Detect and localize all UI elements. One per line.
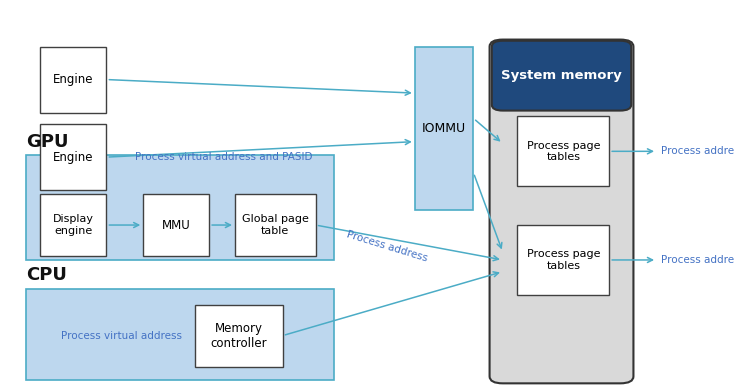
Text: Engine: Engine bbox=[53, 151, 94, 164]
Text: Process address: Process address bbox=[661, 255, 734, 265]
Bar bbox=[517, 116, 609, 186]
Bar bbox=[415, 47, 473, 210]
Text: CPU: CPU bbox=[26, 267, 67, 284]
Text: Process address: Process address bbox=[345, 229, 429, 263]
Bar bbox=[504, 47, 619, 105]
Text: MMU: MMU bbox=[161, 218, 191, 232]
Text: Engine: Engine bbox=[53, 73, 94, 86]
Text: IOMMU: IOMMU bbox=[422, 121, 466, 135]
Bar bbox=[517, 225, 609, 295]
Bar bbox=[40, 194, 106, 256]
Text: Global page
table: Global page table bbox=[241, 214, 309, 236]
Bar bbox=[143, 194, 209, 256]
Text: GPU: GPU bbox=[26, 133, 68, 151]
Bar bbox=[503, 76, 620, 105]
FancyBboxPatch shape bbox=[492, 41, 631, 111]
Text: System memory: System memory bbox=[501, 69, 622, 82]
Bar bbox=[40, 47, 106, 113]
Text: Process page
tables: Process page tables bbox=[526, 140, 600, 162]
Text: Process virtual address and PASID: Process virtual address and PASID bbox=[135, 152, 313, 162]
Bar bbox=[26, 155, 334, 260]
FancyBboxPatch shape bbox=[490, 40, 633, 383]
Bar bbox=[40, 124, 106, 190]
Text: Display
engine: Display engine bbox=[53, 214, 94, 236]
Bar bbox=[26, 289, 334, 380]
Text: Process address: Process address bbox=[661, 146, 734, 156]
Text: Process page
tables: Process page tables bbox=[526, 249, 600, 271]
Bar bbox=[235, 194, 316, 256]
Text: Memory
controller: Memory controller bbox=[210, 322, 267, 350]
Bar bbox=[195, 305, 283, 367]
Text: Process virtual address: Process virtual address bbox=[61, 331, 181, 341]
